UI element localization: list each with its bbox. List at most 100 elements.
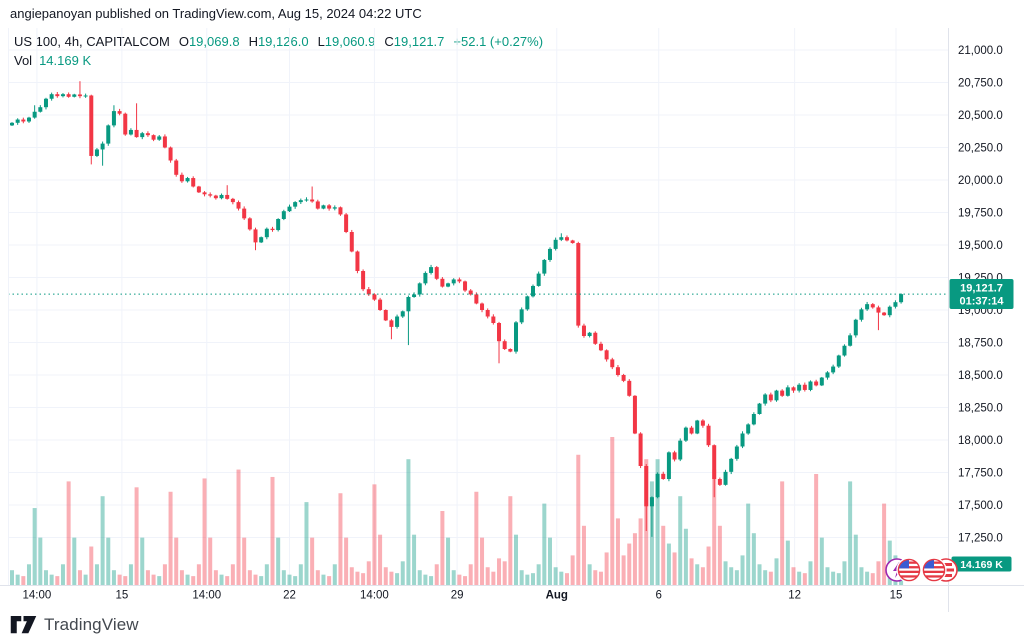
candle-body [38, 107, 43, 112]
low-value: 19,060.9 [324, 34, 376, 49]
volume-bar [372, 484, 377, 585]
volume-bar [638, 518, 643, 585]
candle-body [145, 133, 150, 136]
price-tick-label[interactable]: 18,500.0 [958, 370, 1003, 382]
candle-body [26, 117, 31, 122]
candle-body [10, 122, 14, 126]
volume-bar [55, 576, 60, 585]
price-tick-label[interactable]: 18,250.0 [958, 403, 1003, 415]
candle-body [802, 384, 807, 390]
volume-bar [581, 525, 586, 585]
candle-body [298, 200, 303, 203]
open-label: O [178, 34, 189, 49]
volume-bar [576, 454, 581, 585]
volume-bar [202, 478, 207, 585]
time-axis-labels[interactable]: 14:00 15 14:00 22 14:00 29 Aug 6 12 15 [23, 590, 903, 602]
time-tick-label[interactable]: 14:00 [192, 590, 221, 602]
time-tick-label[interactable]: 22 [283, 590, 296, 602]
candle-body [553, 239, 558, 249]
candle-body [712, 445, 717, 479]
volume-bar [553, 567, 558, 585]
price-tick-label[interactable]: 17,500.0 [958, 500, 1003, 512]
price-tick-label[interactable]: 20,250.0 [958, 143, 1003, 155]
candle-body [865, 304, 870, 310]
price-tick-label[interactable]: 17,750.0 [958, 468, 1003, 480]
candle-body [649, 497, 654, 507]
time-tick-label[interactable]: 14:00 [23, 590, 52, 602]
volume-bar [304, 502, 309, 585]
volume-bar [734, 570, 739, 585]
volume-value: 14.169 K [39, 53, 92, 68]
volume-bar [174, 537, 179, 585]
volume-bar [213, 570, 218, 585]
volume-bar [480, 537, 485, 585]
time-tick-label[interactable]: 14:00 [360, 590, 389, 602]
volume-bar [179, 570, 184, 585]
price-tick-label[interactable]: 19,500.0 [958, 240, 1003, 252]
price-tick-label[interactable]: 20,000.0 [958, 175, 1003, 187]
time-tick-label[interactable]: Aug [546, 590, 568, 602]
price-tick-label[interactable]: 21,000.0 [958, 45, 1003, 57]
tradingview-watermark[interactable]: TradingView [10, 615, 139, 635]
candle-body [412, 294, 417, 297]
candle-body [361, 271, 366, 290]
volume-bar [185, 574, 190, 585]
instrument-logos-cluster-1 [885, 557, 922, 583]
candle-body [49, 94, 54, 99]
candle-body [593, 332, 598, 344]
candle-body [434, 267, 439, 279]
candle-body [106, 125, 111, 144]
volume-bar [349, 567, 354, 585]
volume-bar [457, 574, 462, 585]
price-tick-label[interactable]: 20,750.0 [958, 78, 1003, 90]
candle-body [55, 94, 60, 97]
candle-body [196, 186, 201, 193]
volume-bar [378, 534, 383, 585]
legend-close: C19,121.7 [384, 33, 444, 50]
volume-bar [140, 537, 145, 585]
volume-bar [768, 571, 773, 585]
volume-bar [446, 537, 451, 585]
time-tick-label[interactable]: 15 [115, 590, 128, 602]
volume-bar [746, 503, 751, 585]
time-tick-label[interactable]: 12 [788, 590, 801, 602]
volume-bar [32, 508, 37, 585]
candle-body [740, 433, 745, 447]
candle-body [457, 279, 462, 282]
volume-bar [236, 469, 241, 585]
volume-bar [853, 534, 858, 585]
candle-body [666, 452, 671, 479]
volume-bar [230, 564, 235, 585]
candle-body [270, 228, 275, 231]
volume-bar [791, 567, 796, 585]
candle-body [202, 192, 207, 195]
candle-body [683, 427, 688, 441]
symbol-title[interactable]: US 100, 4h, CAPITALCOM [14, 34, 170, 49]
candle-body [236, 202, 241, 209]
time-tick-label[interactable]: 15 [890, 590, 903, 602]
price-tick-label[interactable]: 19,750.0 [958, 208, 1003, 220]
price-tick-label[interactable]: 20,500.0 [958, 110, 1003, 122]
candle-body [780, 390, 785, 396]
candle-body [389, 320, 394, 327]
volume-bar [134, 487, 139, 585]
volume-bar [774, 558, 779, 585]
axes[interactable] [0, 28, 1024, 612]
price-tick-label[interactable]: 18,750.0 [958, 338, 1003, 350]
price-tick-label[interactable]: 17,250.0 [958, 533, 1003, 545]
volume-bar [327, 576, 332, 585]
price-tick-label[interactable]: 18,000.0 [958, 435, 1003, 447]
candle-body [621, 375, 626, 381]
candle-body [417, 283, 422, 295]
candle-body [485, 310, 490, 317]
time-tick-label[interactable]: 6 [656, 590, 662, 602]
candle-body [615, 367, 620, 375]
volume-bar [666, 543, 671, 585]
volume-bar [655, 459, 660, 585]
time-tick-label[interactable]: 29 [451, 590, 464, 602]
candle-body [497, 323, 502, 342]
volume-bar [740, 555, 745, 585]
candle-body [123, 113, 128, 135]
volume-bar [848, 481, 853, 585]
